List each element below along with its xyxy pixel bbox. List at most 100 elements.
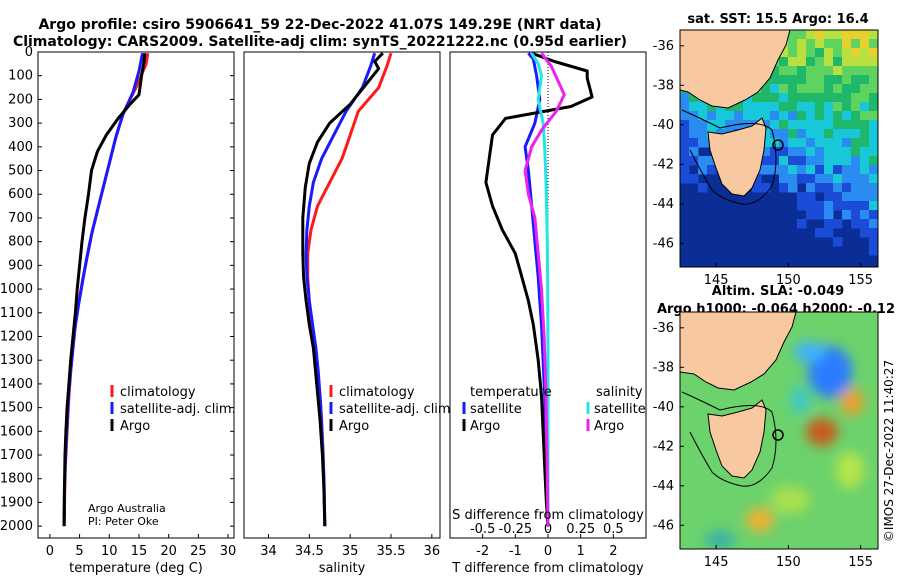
sst-pixel xyxy=(725,120,735,130)
profile-line-argo xyxy=(62,53,147,527)
sst-pixel xyxy=(779,93,789,103)
lat-tick-label: -42 xyxy=(653,439,674,454)
lat-tick-label: -46 xyxy=(653,518,674,533)
sst-pixel xyxy=(689,138,699,148)
sst-pixel xyxy=(797,192,807,202)
sst-pixel xyxy=(788,39,798,49)
sst-pixel xyxy=(842,192,852,202)
sst-pixel xyxy=(761,183,771,193)
sst-pixel xyxy=(779,102,789,112)
sst-pixel xyxy=(851,93,861,103)
depth-tick-label: 1600 xyxy=(0,424,33,439)
sst-pixel xyxy=(833,93,843,103)
sst-map: sat. SST: 15.5 Argo: 16.4 145 150 155 -36 -3… xyxy=(653,12,879,288)
x-tick-label: 2 xyxy=(609,544,617,559)
lat-tick-label: -40 xyxy=(653,400,674,415)
sst-pixel xyxy=(851,147,861,157)
sst-pixel xyxy=(833,84,843,94)
x-tick-label: 10 xyxy=(101,544,118,559)
sst-pixel xyxy=(806,93,816,103)
legend-s-argo-label: Argo xyxy=(594,419,624,434)
difference-profiles xyxy=(484,51,594,527)
sla-positive-patch xyxy=(836,452,864,488)
tasmania-land xyxy=(707,117,767,197)
depth-tick-label: 700 xyxy=(8,211,33,226)
sst-pixel xyxy=(788,57,798,67)
depth-tick-label: 300 xyxy=(8,116,33,131)
sst-pixel xyxy=(788,165,798,175)
sst-map-title: sat. SST: 15.5 Argo: 16.4 xyxy=(687,12,868,27)
argo-float-marker xyxy=(772,139,784,151)
sst-pixel xyxy=(797,57,807,67)
sst-pixel xyxy=(680,102,690,112)
sst-pixel xyxy=(851,129,861,139)
sst-pixel xyxy=(851,201,861,211)
sst-pixel xyxy=(869,111,878,121)
sst-pixel xyxy=(851,120,861,130)
sst-pixel xyxy=(869,93,878,103)
sst-pixel xyxy=(806,30,816,40)
sst-pixel xyxy=(797,201,807,211)
sst-pixel xyxy=(833,138,843,148)
sst-pixel xyxy=(851,183,861,193)
difference-legend: temperature satellite Argo salinity sate… xyxy=(462,385,646,434)
sst-pixel xyxy=(842,156,852,166)
sst-pixel xyxy=(824,174,834,184)
sst-pixel xyxy=(860,138,870,148)
sst-pixel xyxy=(752,183,762,193)
sst-pixel xyxy=(806,201,816,211)
sst-pixel xyxy=(869,201,878,211)
sst-pixel xyxy=(743,111,753,121)
sst-pixel xyxy=(806,156,816,166)
sst-pixel xyxy=(788,93,798,103)
depth-tick-label: 500 xyxy=(8,164,33,179)
depth-tick-label: 600 xyxy=(8,187,33,202)
lat-tick-label: -44 xyxy=(653,479,674,494)
sst-pixel xyxy=(824,120,834,130)
sst-pixel xyxy=(842,93,852,103)
sst-pixel xyxy=(824,93,834,103)
depth-tick-label: 0 xyxy=(25,45,33,60)
sst-pixel xyxy=(824,111,834,121)
sst-pixel xyxy=(698,129,708,139)
sst-pixel xyxy=(779,183,789,193)
legend-salinity-title: salinity xyxy=(596,385,643,400)
sst-pixel xyxy=(806,138,816,148)
sst-pixel xyxy=(860,57,870,67)
sst-pixel xyxy=(860,210,870,220)
sst-pixel xyxy=(806,147,816,157)
legend-satellite-label: satellite-adj. clim. xyxy=(339,402,455,417)
sst-pixel xyxy=(842,183,852,193)
sst-pixel xyxy=(851,66,861,76)
sst-pixel xyxy=(788,84,798,94)
x-tick-label: -1 xyxy=(509,544,522,559)
sst-pixel xyxy=(833,201,843,211)
sst-pixel xyxy=(752,93,762,103)
sst-pixel xyxy=(770,156,780,166)
figure-title-line1: Argo profile: csiro 5906641_59 22-Dec-20… xyxy=(38,17,601,33)
sst-pixel xyxy=(788,102,798,112)
credit-line1: Argo Australia xyxy=(88,502,166,515)
lon-tick-label: 155 xyxy=(848,555,873,570)
sst-pixel xyxy=(752,174,762,184)
sst-pixel xyxy=(770,84,780,94)
sst-pixel xyxy=(779,120,789,130)
sst-pixel xyxy=(698,165,708,175)
sst-pixel xyxy=(761,147,771,157)
s-difference-tick-labels: -0.5 -0.25 0 0.25 0.5 xyxy=(470,522,624,537)
depth-tick-label: 1300 xyxy=(0,353,33,368)
lat-tick-label: -40 xyxy=(653,118,674,133)
sst-pixel xyxy=(842,75,852,85)
sst-pixel xyxy=(689,147,699,157)
sst-pixel xyxy=(851,57,861,67)
sla-high-eddy-south xyxy=(746,508,774,532)
shelf-contour xyxy=(681,109,777,205)
sst-pixel xyxy=(770,75,780,85)
sst-pixel xyxy=(797,102,807,112)
sst-pixel xyxy=(833,183,843,193)
x-tick-label: 20 xyxy=(160,544,177,559)
sst-pixel xyxy=(824,102,834,112)
sst-pixel xyxy=(698,102,708,112)
sst-pixel xyxy=(833,192,843,202)
sst-pixel xyxy=(707,120,717,130)
